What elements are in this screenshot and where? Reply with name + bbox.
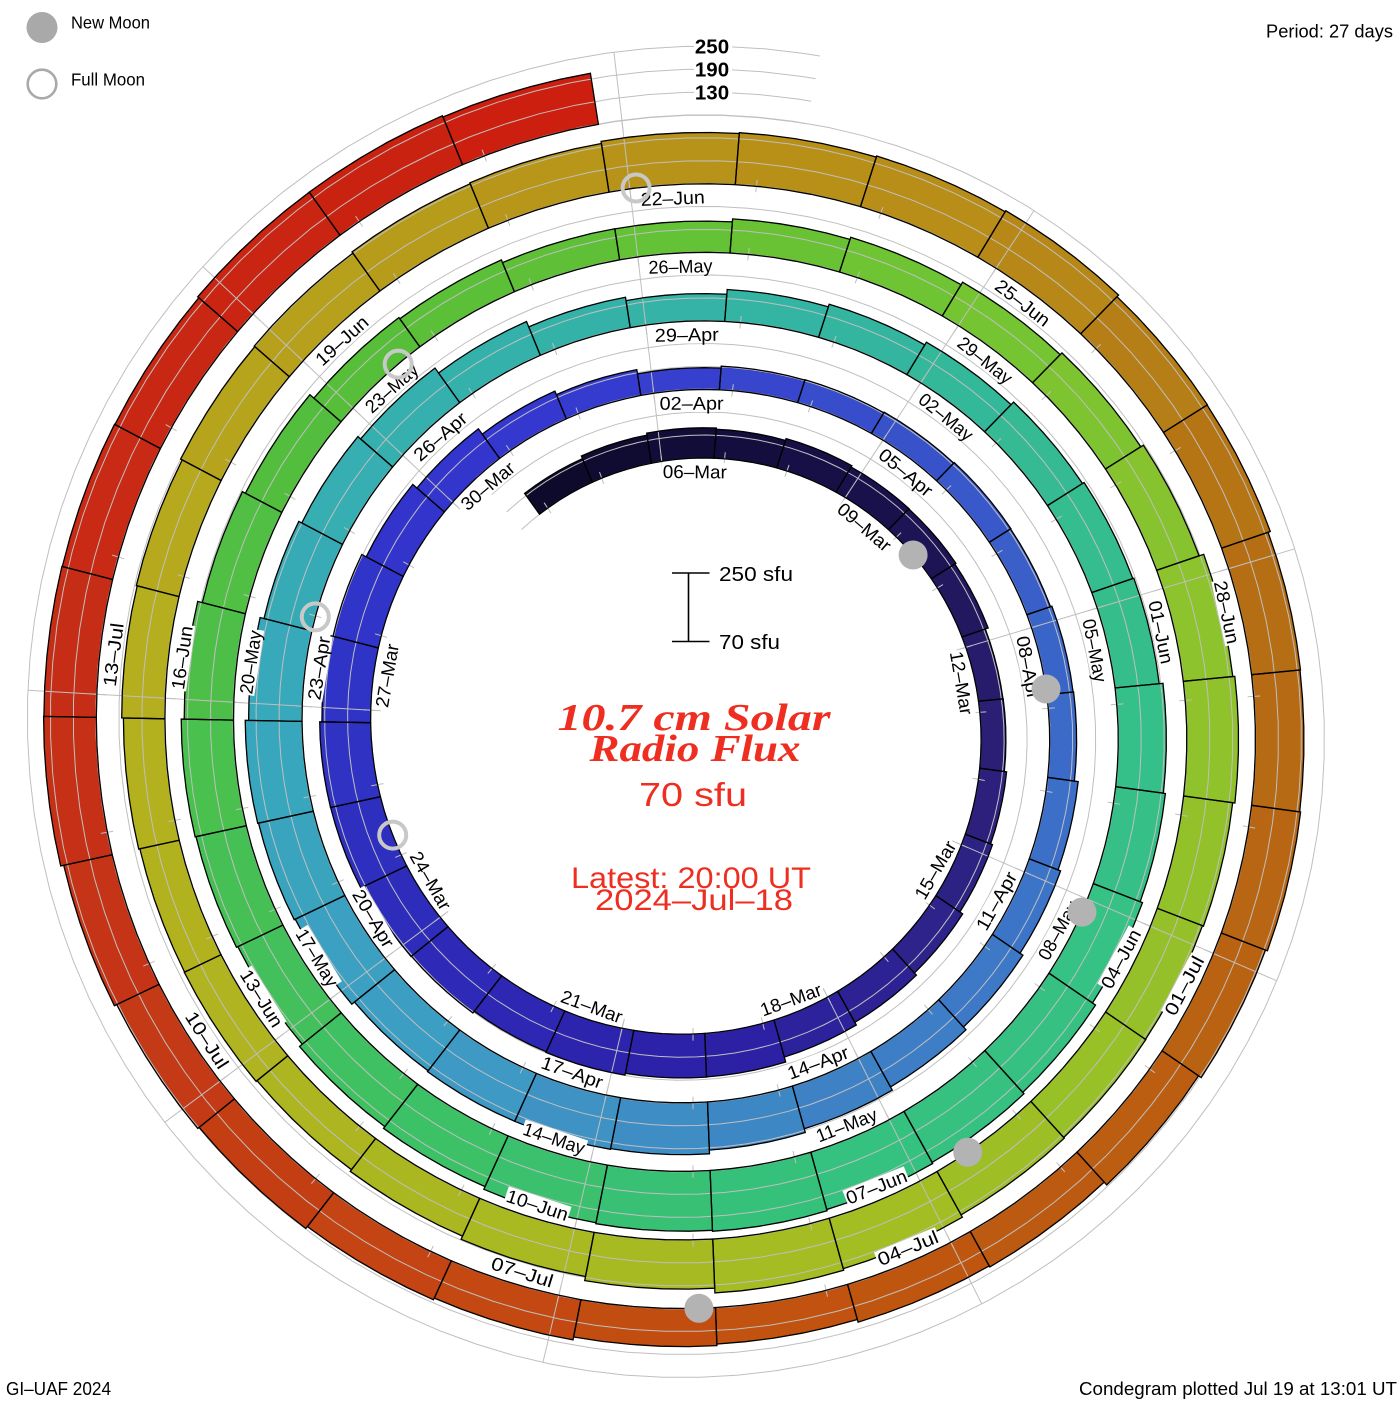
svg-text:Radio Flux: Radio Flux bbox=[588, 728, 800, 770]
svg-text:250 sfu: 250 sfu bbox=[719, 563, 793, 586]
svg-text:29–Apr: 29–Apr bbox=[655, 324, 719, 346]
svg-text:Condegram plotted Jul 19 at 13: Condegram plotted Jul 19 at 13:01 UT bbox=[1079, 1378, 1397, 1399]
svg-text:26–May: 26–May bbox=[648, 255, 713, 278]
svg-text:Latest: 20:00 UT: Latest: 20:00 UT bbox=[571, 862, 811, 895]
svg-text:GI–UAF 2024: GI–UAF 2024 bbox=[6, 1379, 111, 1399]
svg-text:06–Mar: 06–Mar bbox=[663, 461, 727, 482]
svg-text:New Moon: New Moon bbox=[71, 13, 150, 33]
svg-text:70 sfu: 70 sfu bbox=[639, 776, 747, 813]
svg-text:250: 250 bbox=[695, 36, 729, 59]
svg-text:Full Moon: Full Moon bbox=[71, 70, 145, 90]
svg-text:22–Jun: 22–Jun bbox=[640, 186, 705, 209]
svg-text:2024–Jul–18: 2024–Jul–18 bbox=[595, 884, 793, 917]
svg-text:02–Apr: 02–Apr bbox=[660, 393, 724, 414]
svg-text:70 sfu: 70 sfu bbox=[719, 631, 780, 654]
svg-text:Period: 27 days: Period: 27 days bbox=[1266, 22, 1393, 42]
svg-text:130: 130 bbox=[695, 82, 729, 105]
svg-text:190: 190 bbox=[695, 59, 729, 82]
svg-text:10.7 cm Solar: 10.7 cm Solar bbox=[558, 697, 833, 739]
